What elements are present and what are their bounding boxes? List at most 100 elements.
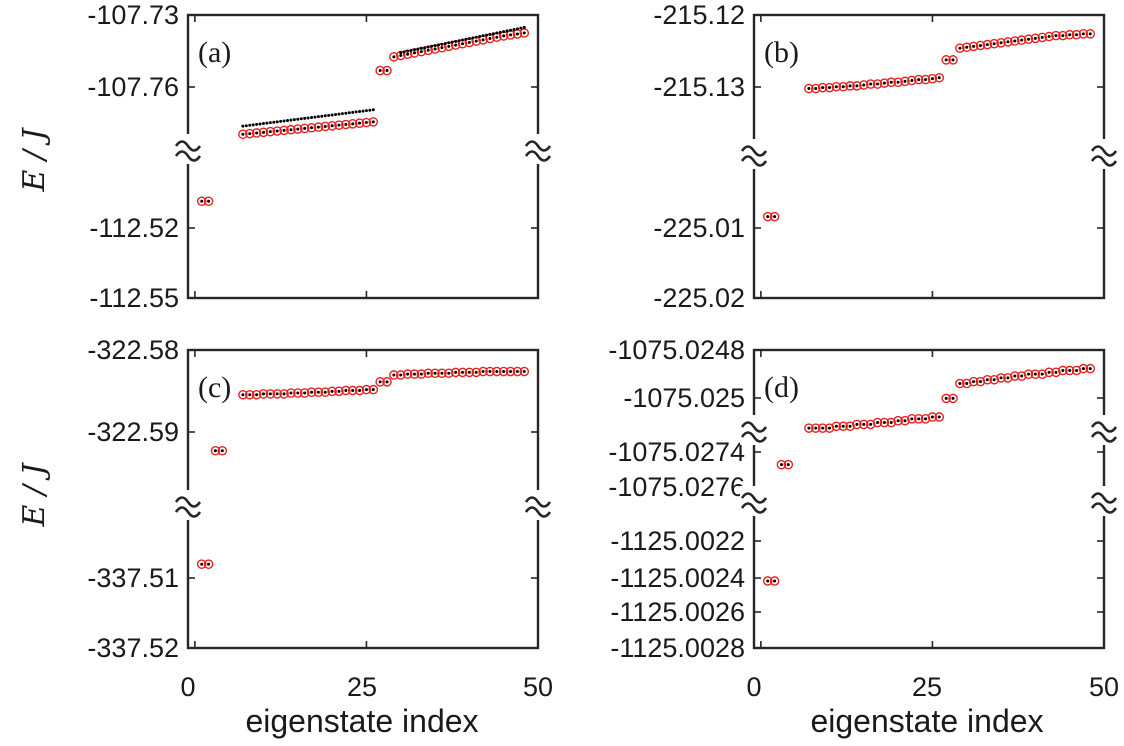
dotted-line-dot [340, 112, 344, 116]
data-point [485, 366, 495, 377]
data-point [498, 366, 509, 377]
data-point [471, 367, 482, 378]
data-point [306, 122, 317, 133]
axis-break-symbol [174, 496, 202, 508]
data-point-center [1040, 372, 1044, 376]
data-point [968, 41, 979, 52]
data-point [1023, 34, 1034, 45]
dotted-line-dot [248, 123, 252, 127]
data-point-center [509, 33, 513, 37]
data-point-center [1054, 34, 1058, 38]
data-point [961, 378, 972, 389]
data-point [1051, 367, 1061, 378]
data-point-center [385, 380, 389, 384]
dotted-line-dot [436, 43, 440, 47]
data-point-center [1027, 37, 1031, 41]
dotted-line-dot [334, 113, 338, 117]
data-point [293, 388, 303, 398]
axis-break-symbol [740, 421, 768, 433]
dotted-line-dot [371, 108, 375, 112]
data-point-center [515, 370, 519, 374]
axis-break-symbol [740, 145, 768, 157]
data-point-center [419, 50, 423, 54]
data-point [948, 55, 958, 65]
y-axis-label-bottom: E / J [17, 461, 52, 527]
data-point [1085, 29, 1096, 39]
data-point-center [896, 80, 900, 84]
data-point-center [1061, 34, 1065, 38]
dotted-line-dot [327, 113, 331, 117]
data-point [299, 388, 310, 398]
dotted-line-dot [464, 37, 468, 41]
data-point [347, 119, 358, 129]
data-point-center [978, 43, 982, 47]
data-point-center [1013, 374, 1017, 378]
data-point-center [1020, 38, 1024, 42]
y-tick-label: -1125.0028 [610, 633, 745, 663]
data-point-center [827, 426, 831, 430]
dotted-line-dot [406, 49, 410, 53]
data-point-center [495, 35, 499, 39]
data-point [831, 421, 842, 432]
data-point [272, 126, 283, 136]
data-point [865, 79, 876, 89]
x-axis-label-left: eigenstate index [245, 703, 478, 739]
dotted-line-dot [344, 111, 348, 115]
data-point-center [412, 51, 416, 55]
data-point-center [392, 55, 396, 59]
axis-break-symbol [174, 506, 202, 518]
data-point-center [924, 78, 928, 82]
data-point [1071, 365, 1082, 376]
data-point-center [467, 40, 471, 44]
data-point-center [1006, 40, 1010, 44]
dotted-line-dot [409, 48, 413, 52]
data-point [1078, 363, 1089, 374]
dotted-line-dot [272, 120, 276, 124]
data-point [409, 369, 420, 379]
data-point-center [502, 370, 506, 374]
data-point-center [268, 392, 272, 396]
data-point [996, 373, 1006, 383]
data-point [989, 38, 999, 49]
data-point [838, 81, 849, 92]
dotted-line-dot [354, 110, 358, 114]
data-point [382, 377, 392, 387]
data-point [852, 81, 862, 91]
data-point [1037, 32, 1048, 43]
data-point-center [779, 463, 783, 467]
data-point-center [1081, 32, 1085, 36]
data-point [783, 459, 794, 470]
data-point-center [495, 370, 499, 374]
data-point-center [337, 389, 341, 393]
panel-c: -322.58 -322.59 -337.51 -337.520 25 50 (c) [87, 335, 553, 702]
data-point-center [261, 130, 265, 134]
data-point-center [351, 388, 355, 392]
data-point-center [200, 199, 204, 203]
axis-break-symbol [1090, 502, 1118, 514]
data-point-center [241, 393, 245, 397]
dotted-line-dot [467, 37, 471, 41]
data-point [334, 386, 344, 397]
data-point-center [371, 388, 375, 392]
dotted-line-dot [433, 44, 437, 48]
data-point [900, 76, 910, 87]
y-tick-label: -1125.0026 [610, 597, 745, 627]
y-tick-label: -1075.0248 [608, 335, 745, 365]
data-point-center [1020, 374, 1024, 378]
data-point [886, 77, 897, 88]
data-point [1037, 369, 1048, 379]
data-point [354, 385, 365, 396]
x-axis-label-right: eigenstate index [810, 703, 1043, 739]
dotted-line-dot [244, 124, 248, 128]
y-tick-label: -1075.0274 [608, 437, 745, 467]
data-point [859, 419, 869, 430]
axis-break-symbol [524, 150, 552, 162]
dotted-line-dot [282, 119, 286, 123]
data-point-center [207, 199, 211, 203]
data-point-center [296, 127, 300, 131]
dotted-line-dot [258, 122, 262, 126]
data-point [389, 52, 399, 62]
data-point-center [896, 419, 900, 423]
dotted-line-dot [279, 119, 283, 123]
y-tick-label: -1075.025 [623, 383, 745, 413]
